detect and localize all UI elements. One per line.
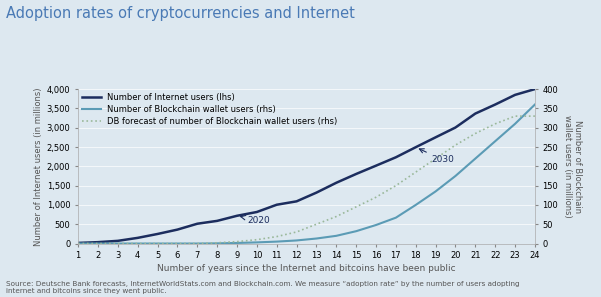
Number of Internet users (lhs) [94,240,102,244]
Number of Internet users (lhs) [353,172,360,176]
Legend: Number of Internet users (lhs), Number of Blockchain wallet users (rhs), DB fore: Number of Internet users (lhs), Number o… [82,93,338,126]
Number of Blockchain wallet users (rhs) [253,241,260,244]
Number of Blockchain wallet users (rhs) [531,103,538,106]
Number of Internet users (lhs) [432,135,439,139]
Number of Internet users (lhs) [293,200,300,203]
Line: DB forecast of number of Blockchain wallet users (rhs): DB forecast of number of Blockchain wall… [78,116,535,244]
DB forecast of number of Blockchain wallet users (rhs) [94,242,102,245]
Number of Internet users (lhs) [511,93,519,97]
Line: Number of Blockchain wallet users (rhs): Number of Blockchain wallet users (rhs) [78,105,535,244]
DB forecast of number of Blockchain wallet users (rhs) [531,114,538,118]
Number of Blockchain wallet users (rhs) [293,239,300,242]
Number of Blockchain wallet users (rhs) [233,241,240,245]
DB forecast of number of Blockchain wallet users (rhs) [194,242,201,245]
Number of Blockchain wallet users (rhs) [432,190,439,193]
Number of Internet users (lhs) [174,228,181,231]
Number of Internet users (lhs) [333,181,340,184]
Number of Blockchain wallet users (rhs) [134,242,141,245]
DB forecast of number of Blockchain wallet users (rhs) [213,241,221,244]
X-axis label: Number of years since the Internet and bitcoins have been public: Number of years since the Internet and b… [157,264,456,273]
Number of Blockchain wallet users (rhs) [174,242,181,245]
DB forecast of number of Blockchain wallet users (rhs) [174,242,181,245]
Number of Blockchain wallet users (rhs) [412,203,419,207]
DB forecast of number of Blockchain wallet users (rhs) [134,242,141,245]
Number of Internet users (lhs) [213,219,221,223]
Number of Blockchain wallet users (rhs) [472,157,479,160]
Number of Blockchain wallet users (rhs) [213,241,221,245]
Number of Blockchain wallet users (rhs) [492,140,499,143]
DB forecast of number of Blockchain wallet users (rhs) [333,215,340,218]
Text: Adoption rates of cryptocurrencies and Internet: Adoption rates of cryptocurrencies and I… [6,6,355,21]
DB forecast of number of Blockchain wallet users (rhs) [353,205,360,208]
Number of Blockchain wallet users (rhs) [154,242,161,245]
Number of Internet users (lhs) [273,203,280,206]
Y-axis label: Number of Internet users (in millions): Number of Internet users (in millions) [34,87,43,246]
Number of Internet users (lhs) [253,210,260,214]
Number of Internet users (lhs) [472,112,479,115]
Line: Number of Internet users (lhs): Number of Internet users (lhs) [78,89,535,243]
Number of Internet users (lhs) [233,214,240,218]
Number of Internet users (lhs) [531,87,538,91]
DB forecast of number of Blockchain wallet users (rhs) [75,242,82,245]
DB forecast of number of Blockchain wallet users (rhs) [233,240,240,244]
Text: 2030: 2030 [419,149,454,165]
DB forecast of number of Blockchain wallet users (rhs) [293,230,300,234]
Number of Internet users (lhs) [154,232,161,236]
DB forecast of number of Blockchain wallet users (rhs) [313,222,320,226]
DB forecast of number of Blockchain wallet users (rhs) [412,170,419,174]
Number of Blockchain wallet users (rhs) [353,229,360,233]
DB forecast of number of Blockchain wallet users (rhs) [472,132,479,135]
DB forecast of number of Blockchain wallet users (rhs) [452,143,459,147]
DB forecast of number of Blockchain wallet users (rhs) [373,195,380,199]
DB forecast of number of Blockchain wallet users (rhs) [154,242,161,245]
DB forecast of number of Blockchain wallet users (rhs) [253,238,260,241]
Number of Internet users (lhs) [75,241,82,245]
DB forecast of number of Blockchain wallet users (rhs) [114,242,121,245]
Number of Internet users (lhs) [492,103,499,106]
DB forecast of number of Blockchain wallet users (rhs) [511,114,519,118]
Number of Blockchain wallet users (rhs) [511,122,519,126]
Text: Source: Deutsche Bank forecasts, InternetWorldStats.com and Blockchain.com. We m: Source: Deutsche Bank forecasts, Interne… [6,281,520,294]
Number of Blockchain wallet users (rhs) [333,234,340,238]
Number of Internet users (lhs) [114,239,121,243]
DB forecast of number of Blockchain wallet users (rhs) [273,235,280,238]
Number of Internet users (lhs) [392,156,400,159]
Number of Blockchain wallet users (rhs) [273,240,280,244]
Number of Internet users (lhs) [194,222,201,225]
Text: 2020: 2020 [241,215,270,225]
Number of Blockchain wallet users (rhs) [194,242,201,245]
DB forecast of number of Blockchain wallet users (rhs) [432,157,439,160]
Number of Blockchain wallet users (rhs) [75,242,82,245]
Number of Internet users (lhs) [373,164,380,168]
Number of Blockchain wallet users (rhs) [373,223,380,227]
Number of Internet users (lhs) [452,126,459,129]
Number of Internet users (lhs) [134,236,141,240]
Y-axis label: Number of Blockchain
wallet users (in millions): Number of Blockchain wallet users (in mi… [563,115,582,218]
Number of Blockchain wallet users (rhs) [313,237,320,240]
Number of Blockchain wallet users (rhs) [392,216,400,219]
Number of Internet users (lhs) [313,191,320,195]
Number of Blockchain wallet users (rhs) [452,174,459,178]
Number of Blockchain wallet users (rhs) [114,242,121,245]
DB forecast of number of Blockchain wallet users (rhs) [492,122,499,126]
Number of Blockchain wallet users (rhs) [94,242,102,245]
Number of Internet users (lhs) [412,146,419,149]
DB forecast of number of Blockchain wallet users (rhs) [392,184,400,187]
